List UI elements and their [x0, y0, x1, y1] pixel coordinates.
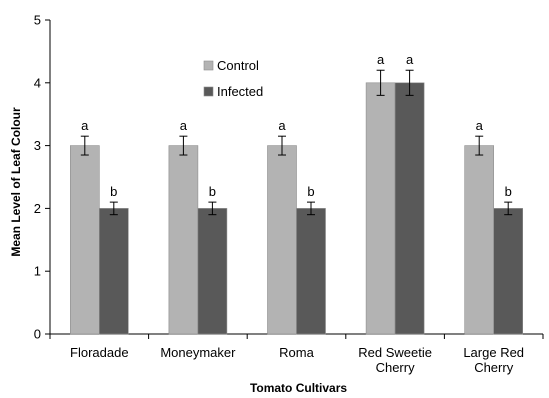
bar-infected-4 [493, 208, 524, 335]
significance-label: a [81, 118, 89, 133]
y-tick-label: 3 [34, 138, 41, 153]
legend-swatch-control [203, 60, 214, 71]
significance-label: b [209, 184, 216, 199]
y-tick-label: 4 [34, 75, 41, 90]
bar-infected-2 [296, 208, 326, 335]
significance-label: a [180, 118, 188, 133]
x-category-label: Cherry [376, 360, 416, 375]
bar-control-2 [267, 145, 297, 335]
bar-control-0 [70, 145, 100, 335]
y-tick-label: 0 [34, 327, 41, 342]
significance-label: a [278, 118, 286, 133]
bar-infected-1 [197, 208, 228, 335]
y-tick-label: 5 [34, 13, 41, 28]
x-category-label: Roma [279, 345, 314, 360]
significance-label: b [505, 184, 512, 199]
legend-label-infected: Infected [217, 84, 263, 99]
y-tick-label: 2 [34, 201, 41, 216]
x-axis-title: Tomato Cultivars [250, 381, 347, 395]
x-category-label: Red Sweetie [358, 345, 432, 360]
x-category-label: Moneymaker [160, 345, 236, 360]
significance-label: a [377, 52, 385, 67]
significance-label: a [476, 118, 484, 133]
significance-label: a [406, 52, 414, 67]
y-axis-title: Mean Level of Leaf Colour [9, 107, 23, 257]
x-category-label: Floradade [70, 345, 129, 360]
bar-control-4 [464, 145, 495, 335]
y-tick-label: 1 [34, 264, 41, 279]
x-category-label: Cherry [474, 360, 514, 375]
significance-label: b [307, 184, 314, 199]
x-category-label: Large Red [463, 345, 524, 360]
bar-control-1 [168, 145, 199, 335]
significance-label: b [110, 184, 117, 199]
bar-infected-3 [394, 82, 425, 335]
legend-swatch-infected [203, 86, 214, 97]
bar-control-3 [365, 82, 396, 335]
legend-label-control: Control [217, 58, 259, 73]
bar-infected-0 [99, 208, 129, 335]
